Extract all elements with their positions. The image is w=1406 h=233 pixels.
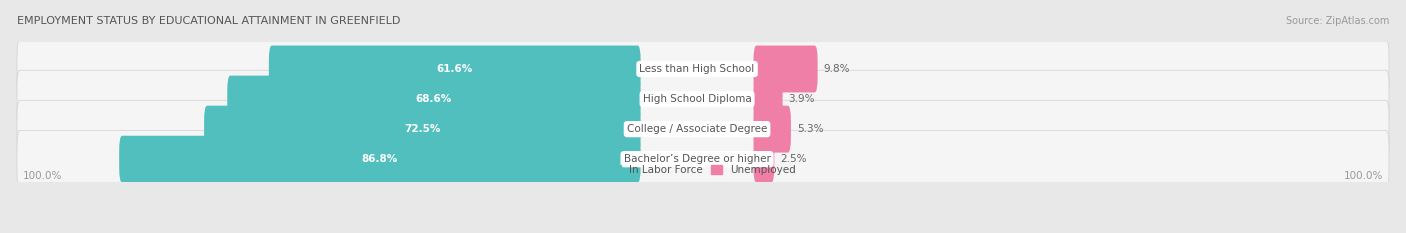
FancyBboxPatch shape bbox=[754, 136, 775, 183]
Text: College / Associate Degree: College / Associate Degree bbox=[627, 124, 768, 134]
Text: Less than High School: Less than High School bbox=[640, 64, 755, 74]
FancyBboxPatch shape bbox=[754, 106, 792, 153]
Text: 9.8%: 9.8% bbox=[824, 64, 851, 74]
Text: 3.9%: 3.9% bbox=[789, 94, 815, 104]
FancyBboxPatch shape bbox=[17, 40, 1389, 98]
FancyBboxPatch shape bbox=[204, 106, 641, 153]
FancyBboxPatch shape bbox=[17, 100, 1389, 158]
FancyBboxPatch shape bbox=[269, 45, 641, 93]
Text: 100.0%: 100.0% bbox=[22, 171, 62, 181]
Text: Source: ZipAtlas.com: Source: ZipAtlas.com bbox=[1285, 16, 1389, 26]
Text: 68.6%: 68.6% bbox=[416, 94, 453, 104]
Legend: In Labor Force, Unemployed: In Labor Force, Unemployed bbox=[606, 161, 800, 179]
FancyBboxPatch shape bbox=[228, 76, 641, 123]
FancyBboxPatch shape bbox=[754, 76, 783, 123]
Text: 2.5%: 2.5% bbox=[780, 154, 807, 164]
FancyBboxPatch shape bbox=[120, 136, 641, 183]
Text: 61.6%: 61.6% bbox=[437, 64, 472, 74]
FancyBboxPatch shape bbox=[17, 130, 1389, 188]
Text: EMPLOYMENT STATUS BY EDUCATIONAL ATTAINMENT IN GREENFIELD: EMPLOYMENT STATUS BY EDUCATIONAL ATTAINM… bbox=[17, 16, 401, 26]
Text: Bachelor’s Degree or higher: Bachelor’s Degree or higher bbox=[624, 154, 770, 164]
FancyBboxPatch shape bbox=[754, 45, 818, 93]
Text: 72.5%: 72.5% bbox=[404, 124, 440, 134]
Text: High School Diploma: High School Diploma bbox=[643, 94, 751, 104]
FancyBboxPatch shape bbox=[17, 70, 1389, 128]
Text: 5.3%: 5.3% bbox=[797, 124, 824, 134]
Text: 86.8%: 86.8% bbox=[361, 154, 398, 164]
Text: 100.0%: 100.0% bbox=[1344, 171, 1384, 181]
